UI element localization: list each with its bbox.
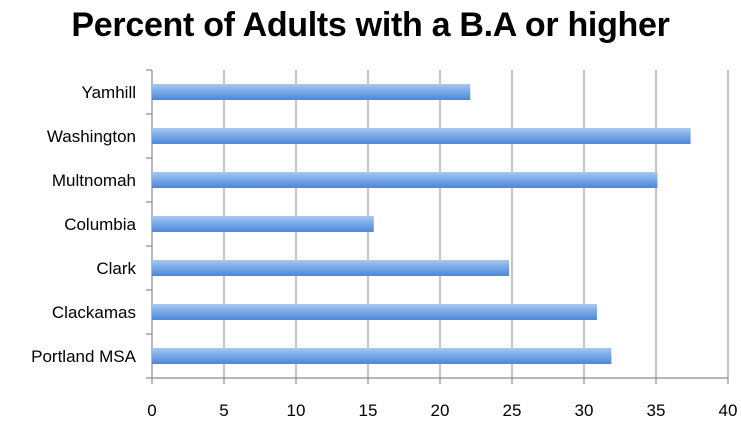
- x-tick-label: 30: [575, 401, 594, 420]
- category-label: Yamhill: [82, 83, 136, 102]
- bar-portland-msa: [152, 348, 612, 364]
- category-labels: Portland MSA Clackamas Clark Columbia Multno…: [31, 83, 137, 366]
- x-tick-label: 15: [359, 401, 378, 420]
- x-tick-label: 10: [287, 401, 306, 420]
- x-tick-labels: 0 5 10 15 20 25 30 35 40: [147, 401, 737, 420]
- chart-title: Percent of Adults with a B.A or higher: [71, 6, 670, 44]
- bars: [152, 84, 691, 364]
- bar-clackamas: [152, 304, 597, 320]
- x-tick-label: 0: [147, 401, 156, 420]
- x-tick-label: 20: [431, 401, 450, 420]
- bar-washington: [152, 128, 691, 144]
- x-tick-label: 25: [503, 401, 522, 420]
- category-label: Multnomah: [52, 171, 136, 190]
- category-label: Clackamas: [52, 303, 136, 322]
- category-label: Columbia: [64, 215, 136, 234]
- bar-columbia: [152, 216, 374, 232]
- category-label: Washington: [47, 127, 136, 146]
- x-tick-label: 40: [719, 401, 738, 420]
- bar-multnomah: [152, 172, 658, 188]
- bar-yamhill: [152, 84, 471, 100]
- bar-clark: [152, 260, 510, 276]
- category-label: Clark: [96, 259, 136, 278]
- x-tick-label: 35: [647, 401, 666, 420]
- category-label: Portland MSA: [31, 347, 137, 366]
- x-tick-label: 5: [219, 401, 228, 420]
